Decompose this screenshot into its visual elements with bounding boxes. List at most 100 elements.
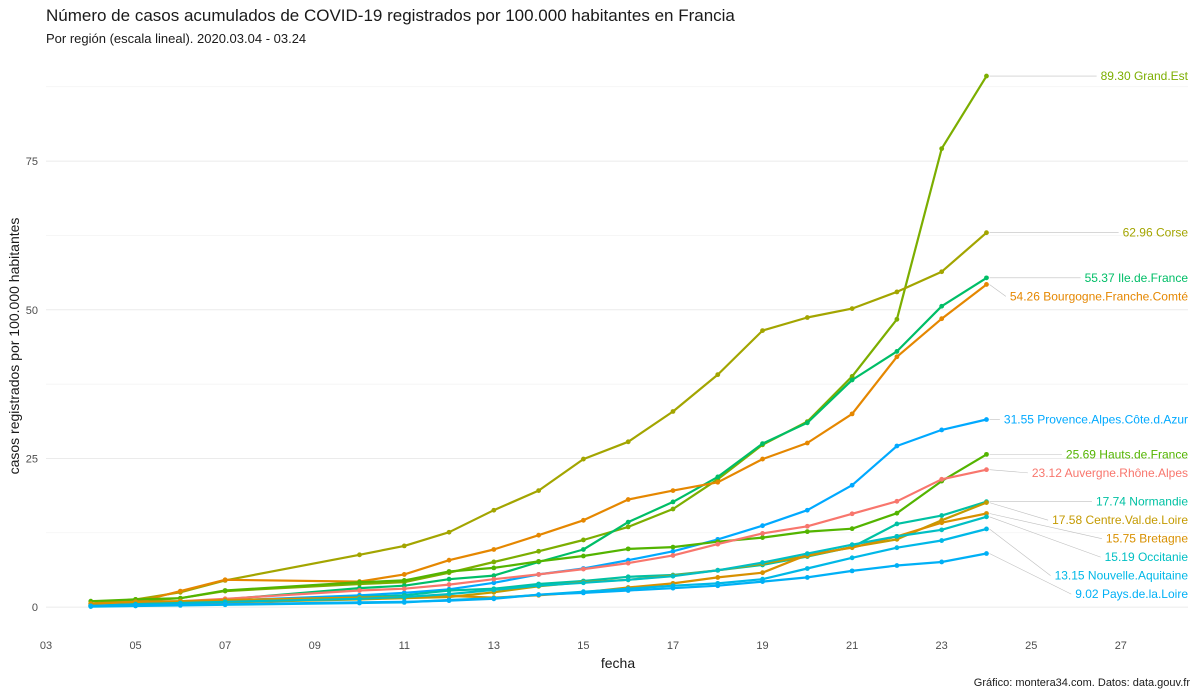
- data-point: [670, 499, 676, 505]
- data-point: [984, 275, 989, 281]
- data-point: [939, 269, 945, 275]
- data-point: [401, 594, 407, 600]
- data-point: [894, 289, 900, 295]
- data-point: [894, 545, 900, 551]
- y-axis-ticks: 0 25 50 75: [26, 156, 38, 614]
- chart-caption: Gráfico: montera34.com. Datos: data.gouv…: [973, 677, 1190, 689]
- series-end-label: 15.19 Occitanie: [1105, 550, 1189, 564]
- data-point: [849, 411, 855, 417]
- x-tick-label: 27: [1115, 640, 1127, 652]
- y-tick-label: 50: [26, 305, 38, 317]
- label-leader-line: [989, 513, 1102, 539]
- data-point: [804, 523, 810, 529]
- data-point: [357, 588, 362, 593]
- x-tick-label: 25: [1025, 640, 1037, 652]
- data-point: [849, 526, 855, 532]
- series-end-label: 15.75 Bretagne: [1106, 532, 1188, 546]
- data-point: [536, 548, 542, 554]
- data-point: [581, 566, 586, 572]
- data-point: [581, 590, 586, 596]
- data-point: [536, 532, 542, 538]
- data-point: [88, 603, 94, 609]
- series-end-label: 55.37 Ile.de.France: [1085, 271, 1189, 285]
- data-point: [625, 497, 631, 502]
- data-point: [177, 602, 183, 608]
- data-point: [581, 547, 586, 552]
- data-point: [401, 577, 407, 583]
- data-point: [536, 583, 542, 589]
- data-point: [491, 507, 497, 513]
- data-point: [670, 553, 676, 558]
- data-point: [760, 560, 765, 565]
- data-point: [984, 551, 989, 556]
- data-point: [670, 409, 676, 414]
- series-grand-est: [88, 73, 989, 607]
- data-point: [849, 568, 855, 574]
- series-end-label: 23.12 Auvergne.Rhône.Alpes: [1032, 466, 1188, 480]
- data-point: [491, 565, 497, 571]
- data-point: [804, 507, 810, 513]
- data-point: [357, 579, 362, 585]
- data-point: [804, 551, 810, 557]
- x-tick-label: 05: [129, 640, 141, 652]
- data-point: [984, 514, 989, 520]
- data-point: [984, 282, 989, 287]
- label-leader-line: [989, 528, 1051, 576]
- chart-subtitle: Por región (escala lineal). 2020.03.04 -…: [46, 31, 307, 46]
- chart-title: Número de casos acumulados de COVID-19 r…: [46, 6, 735, 25]
- x-tick-label: 21: [846, 640, 858, 652]
- data-point: [446, 598, 452, 604]
- data-point: [446, 569, 452, 574]
- data-point: [491, 559, 497, 565]
- data-point: [939, 538, 945, 543]
- data-point: [849, 511, 855, 517]
- data-point: [984, 526, 989, 532]
- data-point: [939, 316, 945, 322]
- y-tick-label: 0: [32, 602, 38, 614]
- data-point: [894, 316, 900, 322]
- data-point: [939, 559, 945, 565]
- data-point: [849, 374, 855, 379]
- data-point: [581, 537, 586, 543]
- data-point: [222, 601, 228, 607]
- y-tick-label: 25: [26, 453, 38, 465]
- data-point: [446, 529, 452, 535]
- data-point: [446, 557, 452, 563]
- data-point: [357, 552, 362, 558]
- x-tick-label: 15: [577, 640, 589, 652]
- data-point: [133, 602, 138, 608]
- data-point: [804, 420, 810, 426]
- data-point: [357, 596, 362, 602]
- data-point: [401, 586, 407, 592]
- series-line: [90, 75, 988, 606]
- y-axis-title: casos registrados por 100.000 habitantes: [6, 218, 22, 475]
- series-pays-de-la-loire: [88, 551, 989, 609]
- data-point: [984, 511, 989, 516]
- data-point: [536, 488, 542, 493]
- label-leader-line: [989, 284, 1007, 297]
- data-point: [491, 573, 497, 579]
- data-point: [760, 441, 765, 447]
- label-leader-lines: [989, 75, 1119, 595]
- data-point: [625, 519, 631, 525]
- data-point: [849, 377, 855, 383]
- data-point: [939, 476, 945, 482]
- data-point: [894, 354, 900, 360]
- label-leader-line: [989, 553, 1072, 595]
- data-point: [536, 572, 542, 577]
- data-point: [939, 427, 945, 433]
- data-point: [849, 306, 855, 311]
- label-leader-line: [989, 469, 1028, 474]
- data-point: [804, 566, 810, 571]
- data-point: [894, 563, 900, 568]
- x-tick-label: 17: [667, 640, 679, 652]
- data-point: [625, 560, 631, 566]
- data-point: [849, 555, 855, 561]
- series-end-label: 17.74 Normandie: [1096, 495, 1188, 509]
- data-point: [984, 451, 989, 457]
- data-point: [894, 510, 900, 516]
- data-point: [715, 583, 721, 589]
- data-point: [536, 592, 542, 598]
- series-end-label: 62.96 Corse: [1123, 226, 1189, 240]
- data-point: [984, 73, 989, 79]
